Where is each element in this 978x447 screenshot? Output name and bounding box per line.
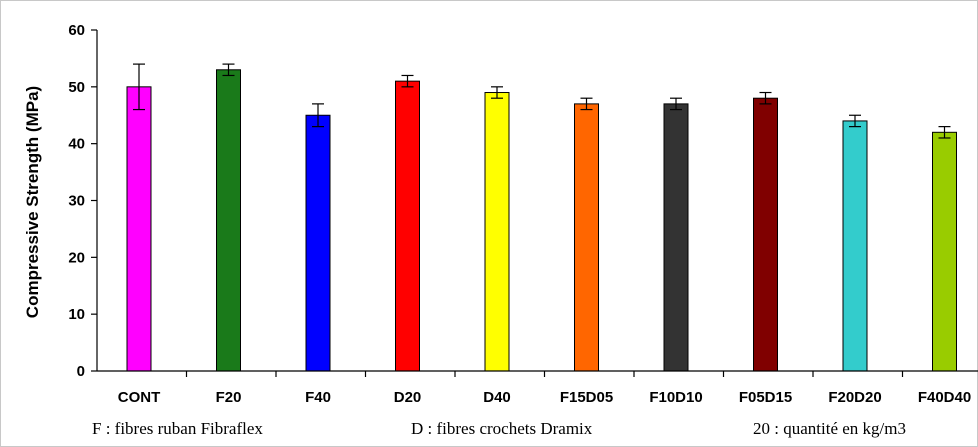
x-axis-ticks: CONT F20 F40 D20 D40 F15D05 F10D10 F05D15 F20D20…	[118, 371, 971, 406]
error-bar-f20	[222, 63, 235, 77]
y-tick-label: 30	[68, 193, 85, 210]
error-bar-f05d15	[759, 91, 772, 105]
error-bars	[133, 63, 951, 139]
note-quantity: 20 : quantité en kg/m3	[753, 419, 906, 438]
y-tick-label: 10	[68, 306, 85, 323]
error-bar-f40d40	[938, 126, 951, 139]
note-fibraflex: F : fibres ruban Fibraflex	[92, 419, 263, 438]
x-tick-label-f40d40: F40D40	[918, 389, 971, 406]
bar-f10d10	[663, 103, 689, 372]
note-dramix: D : fibres crochets Dramix	[411, 419, 593, 438]
x-tick-label-f20d20: F20D20	[828, 389, 881, 406]
bar-f40d40	[932, 131, 957, 372]
error-bar-d40	[491, 86, 503, 99]
bar-cont	[126, 86, 152, 372]
y-tick-label: 60	[68, 22, 85, 39]
error-bar-d20	[401, 74, 414, 88]
y-axis-label: Compressive Strength (MPa)	[23, 86, 42, 318]
y-tick-label: 50	[68, 79, 85, 96]
x-tick-label-f20: F20	[216, 389, 242, 406]
x-tick-label-d20: D20	[394, 389, 422, 406]
bar-f20d20	[842, 120, 868, 372]
x-tick-label-d40: D40	[483, 389, 511, 406]
error-bar-f15d05	[580, 97, 593, 111]
x-tick-label-f05d15: F05D15	[739, 389, 792, 406]
error-bar-f20d20	[849, 114, 861, 128]
error-bar-f40	[312, 103, 324, 128]
y-axis-ticks: 0 10 20 30 40 50 60	[68, 22, 97, 380]
x-tick-label-f10d10: F10D10	[649, 389, 702, 406]
x-tick-label-cont: CONT	[118, 389, 161, 406]
bar-f15d05	[574, 103, 599, 372]
bars	[126, 69, 957, 372]
bar-f05d15	[753, 97, 778, 372]
y-tick-label: 20	[68, 249, 85, 266]
x-tick-label-f40: F40	[305, 389, 331, 406]
bar-f40	[305, 114, 331, 372]
y-tick-label: 0	[77, 363, 85, 380]
bar-d20	[395, 80, 420, 372]
error-bar-f10d10	[670, 97, 682, 111]
error-bar-cont	[133, 63, 145, 111]
y-tick-label: 40	[68, 136, 85, 153]
bar-f20	[216, 69, 241, 372]
x-tick-label-f15d05: F15D05	[560, 389, 613, 406]
bar-d40	[484, 92, 510, 372]
